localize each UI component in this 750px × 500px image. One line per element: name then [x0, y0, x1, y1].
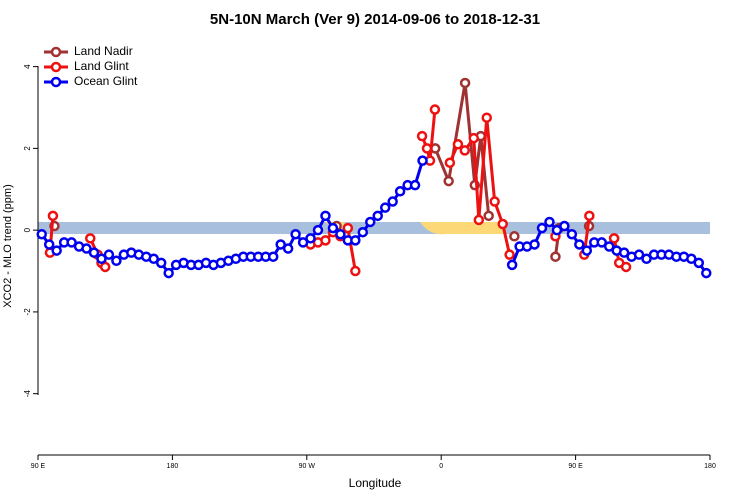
- point: [596, 237, 607, 248]
- point: [387, 196, 398, 207]
- plot: -4 -2 0 2 4 90 E 180 90 W 0 90 E 180 Land NadirLand…: [23, 44, 716, 470]
- point: [409, 179, 421, 191]
- point: [350, 235, 361, 246]
- point: [111, 255, 122, 267]
- point: [290, 228, 301, 240]
- land-shade: [420, 222, 505, 235]
- point: [297, 237, 309, 248]
- point: [608, 233, 620, 244]
- point: [529, 239, 540, 250]
- point: [327, 222, 339, 234]
- point: [36, 228, 47, 240]
- point: [468, 132, 480, 144]
- y-tick-label: 0: [23, 227, 32, 232]
- y-tick-label: -4: [23, 390, 32, 398]
- point: [603, 241, 615, 252]
- point: [320, 210, 331, 222]
- point: [459, 77, 471, 89]
- point: [43, 239, 55, 250]
- point: [559, 220, 570, 232]
- x-tick-label: 90 E: [31, 463, 46, 470]
- point: [459, 145, 471, 156]
- legend-marker: [50, 46, 62, 58]
- point: [342, 222, 354, 234]
- point: [693, 257, 705, 269]
- point: [88, 247, 100, 258]
- point: [394, 186, 406, 197]
- y-axis-label: XCO2 - MLO trend (ppm): [2, 184, 14, 307]
- point: [335, 228, 346, 240]
- point: [584, 210, 595, 222]
- point: [620, 261, 632, 273]
- point: [686, 253, 697, 265]
- point: [550, 251, 561, 262]
- x-tick-label: 180: [704, 463, 716, 470]
- y-tick-label: 4: [23, 64, 32, 69]
- point: [536, 222, 548, 234]
- point: [483, 210, 494, 222]
- point: [372, 210, 383, 222]
- point: [365, 216, 376, 228]
- point: [275, 239, 286, 250]
- point: [81, 243, 92, 254]
- series-line: [48, 109, 627, 272]
- chart-title: 5N-10N March (Ver 9) 2014-09-06 to 2018-…: [210, 11, 540, 28]
- legend-label: Ocean Glint: [74, 74, 138, 88]
- point: [504, 249, 515, 260]
- point: [99, 261, 111, 273]
- point: [103, 249, 115, 260]
- point: [47, 210, 59, 222]
- point: [429, 104, 441, 115]
- x-tick-label: 180: [167, 463, 179, 470]
- point: [509, 231, 520, 242]
- point: [421, 143, 433, 154]
- point: [497, 218, 508, 230]
- point: [357, 226, 369, 238]
- point: [163, 267, 174, 279]
- point: [443, 175, 454, 187]
- point: [379, 202, 391, 213]
- point: [633, 249, 645, 260]
- point: [506, 259, 518, 271]
- point: [320, 235, 331, 246]
- point: [641, 253, 652, 265]
- point: [444, 157, 456, 168]
- point: [282, 243, 294, 254]
- y-tick-label: -2: [23, 308, 32, 316]
- x-tick-label: 0: [439, 463, 443, 470]
- legend-marker: [50, 76, 62, 88]
- point: [417, 155, 428, 166]
- point: [574, 239, 585, 250]
- point: [350, 265, 361, 277]
- point: [312, 224, 324, 236]
- y-tick-label: 2: [23, 146, 32, 151]
- legend-label: Land Nadir: [74, 44, 133, 58]
- legend-label: Land Glint: [74, 59, 129, 73]
- point: [551, 224, 563, 236]
- point: [618, 247, 630, 258]
- point: [267, 251, 279, 262]
- point: [416, 130, 428, 142]
- point: [305, 233, 316, 244]
- x-axis-label: Longitude: [349, 476, 402, 490]
- point: [85, 233, 96, 244]
- x-tick-label: 90 W: [299, 463, 316, 470]
- x-tick-label: 90 E: [568, 463, 583, 470]
- point: [51, 245, 62, 256]
- point: [148, 253, 159, 265]
- point: [544, 216, 555, 228]
- point: [566, 228, 578, 240]
- point: [452, 139, 464, 150]
- point: [66, 237, 77, 248]
- legend-marker: [50, 61, 62, 73]
- point: [481, 112, 492, 123]
- point: [581, 245, 593, 256]
- point: [701, 267, 712, 279]
- point: [489, 196, 500, 207]
- point: [473, 214, 485, 226]
- point: [96, 253, 107, 265]
- point: [155, 257, 167, 269]
